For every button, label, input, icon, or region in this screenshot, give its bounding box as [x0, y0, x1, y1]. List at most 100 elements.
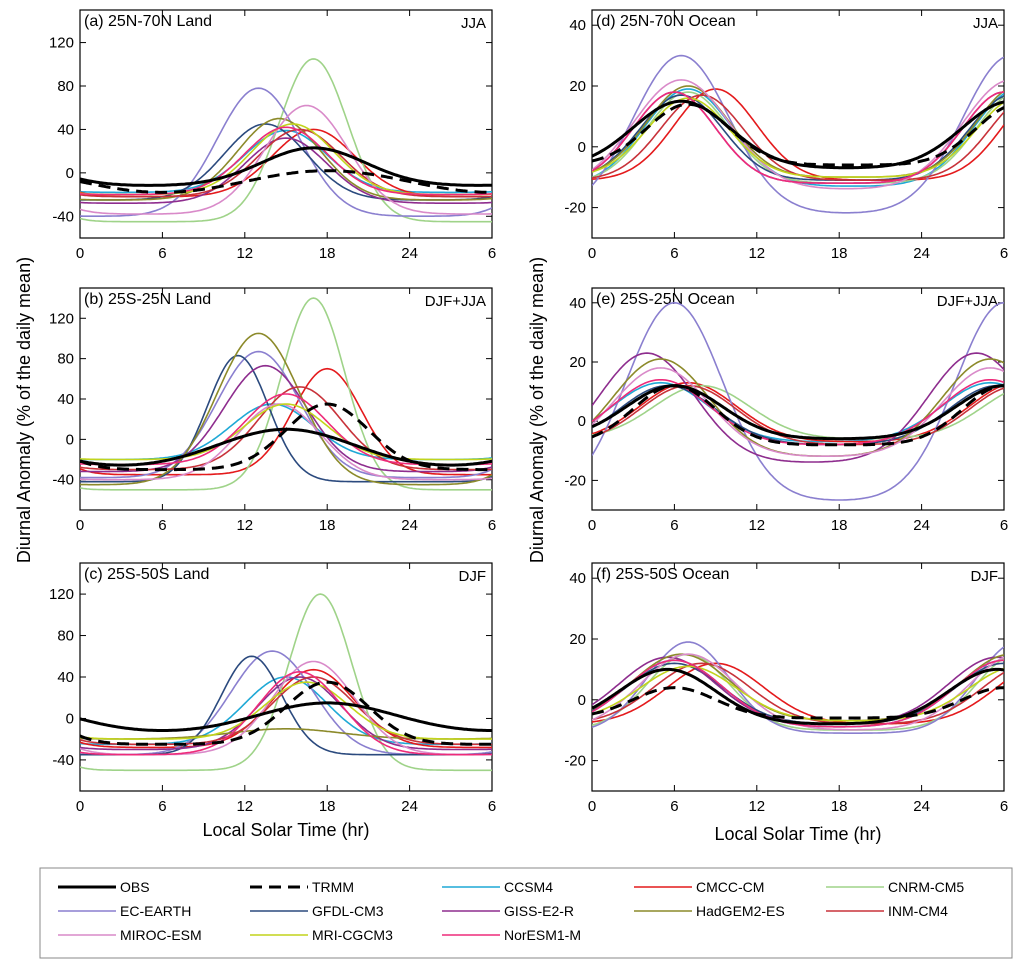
- y-tick-label: 20: [569, 354, 586, 371]
- y-tick-label: -20: [564, 472, 586, 489]
- legend-label-trmm: TRMM: [312, 879, 354, 895]
- series-line-trmm: [592, 384, 1004, 447]
- x-tick-label: 12: [748, 798, 765, 815]
- series-line-obs: [80, 146, 492, 187]
- x-tick-label: 18: [319, 517, 336, 534]
- series-line-ec-earth: [592, 54, 1004, 214]
- series-line-mri-cgcm3: [592, 97, 1004, 178]
- season-label: DJF+JJA: [425, 293, 486, 310]
- series-line-ec-earth: [592, 302, 1004, 501]
- y-tick-label: 40: [57, 121, 74, 138]
- series-line-mri-cgcm3: [80, 403, 492, 461]
- y-tick-label: 80: [57, 628, 74, 645]
- panel-title: (f) 25S-50S Ocean: [596, 566, 729, 583]
- series-group: [80, 593, 492, 772]
- season-label: JJA: [461, 15, 486, 32]
- plot-frame: [591, 562, 1005, 792]
- legend-box: [39, 867, 1013, 959]
- legend-label-ec-earth: EC-EARTH: [120, 903, 191, 919]
- season-label: DJF+JJA: [937, 293, 998, 310]
- plot-frame: [591, 287, 1005, 511]
- x-axis-title-left: Local Solar Time (hr): [202, 820, 369, 840]
- y-tick-label: 120: [49, 310, 74, 327]
- series-line-giss-e2-r: [80, 364, 492, 473]
- x-tick-label: 18: [831, 517, 848, 534]
- y-tick-label: -20: [564, 753, 586, 770]
- panel-5: 0 6 12 18 24 6 -20 0 20 40 (f) 25S-50S Ocean DJF: [564, 562, 1008, 815]
- panel-2: 0 6 12 18 24 6 -40 0 40 80 120 (c) 25S-50S Land DJF: [49, 562, 496, 815]
- panel-0: 0 6 12 18 24 6 -40 0 40 80 120 (a) 25N-70N Land JJA: [49, 9, 496, 262]
- x-tick-label: 6: [488, 517, 496, 534]
- legend-label-inm-cm4: INM-CM4: [888, 903, 948, 919]
- panel-title: (a) 25N-70N Land: [84, 13, 212, 30]
- legend-label-obs: OBS: [120, 879, 150, 895]
- legend-label-gfdl-cm3: GFDL-CM3: [312, 903, 384, 919]
- y-tick-label: 0: [66, 431, 74, 448]
- x-tick-label: 24: [401, 517, 418, 534]
- series-line-noresm1-m: [592, 659, 1004, 728]
- legend-label-miroc-esm: MIROC-ESM: [120, 927, 202, 943]
- x-tick-label: 0: [76, 245, 84, 262]
- y-tick-label: -20: [564, 200, 586, 217]
- y-tick-label: 0: [66, 710, 74, 727]
- series-group: [80, 297, 492, 491]
- x-tick-label: 18: [831, 245, 848, 262]
- legend: OBS TRMM CCSM4 CMCC-CM CNRM-CM5 EC-EARTH GFDL-…: [39, 867, 1013, 959]
- series-line-noresm1-m: [80, 126, 492, 196]
- season-label: JJA: [973, 15, 998, 32]
- series-line-ccsm4: [80, 129, 492, 194]
- series-line-giss-e2-r: [592, 352, 1004, 463]
- x-tick-label: 24: [913, 245, 930, 262]
- x-tick-label: 6: [670, 245, 678, 262]
- y-tick-label: 40: [569, 570, 586, 587]
- y-axis-title: Diurnal Anomaly (% of the daily mean): [14, 257, 34, 563]
- series-line-mri-cgcm3: [80, 681, 492, 740]
- series-line-cmcc-cm: [80, 668, 492, 749]
- y-tick-label: 40: [57, 669, 74, 686]
- x-tick-label: 0: [588, 517, 596, 534]
- y-axis-title-right: Diurnal Anomaly (% of the daily mean): [527, 257, 547, 563]
- series-line-mri-cgcm3: [592, 384, 1004, 440]
- series-line-giss-e2-r: [80, 137, 492, 204]
- series-line-inm-cm4: [592, 662, 1004, 725]
- legend-label-cnrm-cm5: CNRM-CM5: [888, 879, 964, 895]
- series-line-gfdl-cm3: [80, 123, 492, 201]
- legend-label-cmcc-cm: CMCC-CM: [696, 879, 764, 895]
- panel-title: (e) 25S-25N Ocean: [596, 291, 735, 308]
- x-axis-title-right: Local Solar Time (hr): [714, 824, 881, 844]
- series-line-hadgem2-es: [80, 332, 492, 486]
- season-label: DJF: [459, 568, 487, 585]
- series-line-cnrm-cm5: [80, 58, 492, 223]
- series-line-ccsm4: [80, 676, 492, 746]
- series-line-trmm: [80, 680, 492, 746]
- series-line-obs: [592, 667, 1004, 726]
- x-tick-label: 6: [488, 245, 496, 262]
- y-tick-label: 20: [569, 631, 586, 648]
- y-tick-label: 0: [578, 139, 586, 156]
- y-tick-label: -40: [52, 752, 74, 769]
- plot-frame: [79, 287, 493, 511]
- series-line-inm-cm4: [80, 128, 492, 198]
- panel-title: (b) 25S-25N Land: [84, 291, 211, 308]
- x-tick-label: 12: [236, 245, 253, 262]
- y-tick-label: -40: [52, 208, 74, 225]
- legend-label-mri-cgcm3: MRI-CGCM3: [312, 927, 393, 943]
- x-tick-label: 18: [319, 245, 336, 262]
- x-tick-label: 0: [588, 245, 596, 262]
- series-line-cnrm-cm5: [592, 384, 1004, 440]
- series-line-miroc-esm: [80, 403, 492, 481]
- series-line-miroc-esm: [592, 79, 1004, 190]
- legend-label-hadgem2-es: HadGEM2-ES: [696, 903, 785, 919]
- season-label: DJF: [971, 568, 999, 585]
- series-line-trmm: [592, 686, 1004, 720]
- series-line-ec-earth: [80, 350, 492, 479]
- panel-3: 0 6 12 18 24 6 -20 0 20 40 (d) 25N-70N Ocean JJA: [564, 9, 1008, 262]
- series-line-inm-cm4: [80, 386, 492, 471]
- y-tick-label: 0: [578, 413, 586, 430]
- series-group: [592, 302, 1004, 501]
- legend-label-giss-e2-r: GISS-E2-R: [504, 903, 574, 919]
- y-tick-label: 120: [49, 586, 74, 603]
- y-tick-label: 40: [569, 17, 586, 34]
- x-tick-label: 6: [158, 245, 166, 262]
- x-tick-label: 24: [401, 798, 418, 815]
